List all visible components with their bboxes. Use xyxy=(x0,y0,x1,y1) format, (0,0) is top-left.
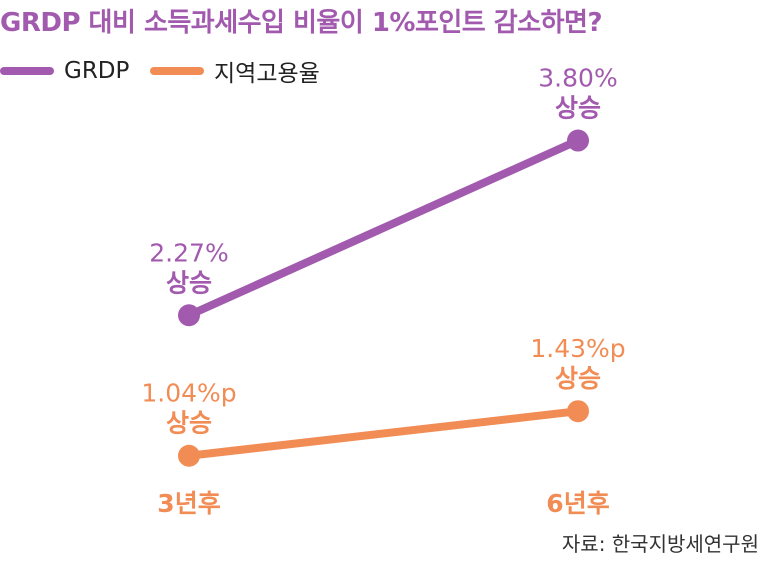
legend-label-grdp: GRDP xyxy=(64,58,130,84)
series-line-1 xyxy=(185,407,582,460)
data-sublabel-1-0: 상승 xyxy=(166,409,212,438)
legend-item-employment: 지역고용율 xyxy=(150,56,320,87)
data-label-0-0: 2.27% xyxy=(149,238,228,267)
data-label-1-0: 1.04%p xyxy=(141,379,236,408)
data-sublabel-1-1: 상승 xyxy=(555,364,601,393)
data-point-1-1 xyxy=(567,400,589,423)
data-label-1-1: 1.43%p xyxy=(530,334,625,363)
legend-swatch-employment xyxy=(150,67,204,75)
source-note: 자료: 한국지방세연구원 xyxy=(561,532,759,556)
data-point-0-0 xyxy=(178,304,200,327)
data-sublabel-0-0: 상승 xyxy=(166,268,212,297)
data-label-0-1: 3.80% xyxy=(538,64,617,93)
data-point-1-0 xyxy=(178,444,200,467)
x-tick-label-1: 6년후 xyxy=(546,489,609,518)
data-sublabel-0-1: 상승 xyxy=(555,94,601,123)
chart-title: GRDP 대비 소득과세수입 비율이 1%포인트 감소하면? xyxy=(0,8,603,38)
series-line-0 xyxy=(185,136,582,320)
legend-swatch-grdp xyxy=(0,67,54,75)
legend-item-grdp: GRDP xyxy=(0,56,129,86)
x-tick-label-0: 3년후 xyxy=(157,489,220,518)
legend-label-employment: 지역고용율 xyxy=(214,61,320,87)
data-point-0-1 xyxy=(567,129,589,152)
